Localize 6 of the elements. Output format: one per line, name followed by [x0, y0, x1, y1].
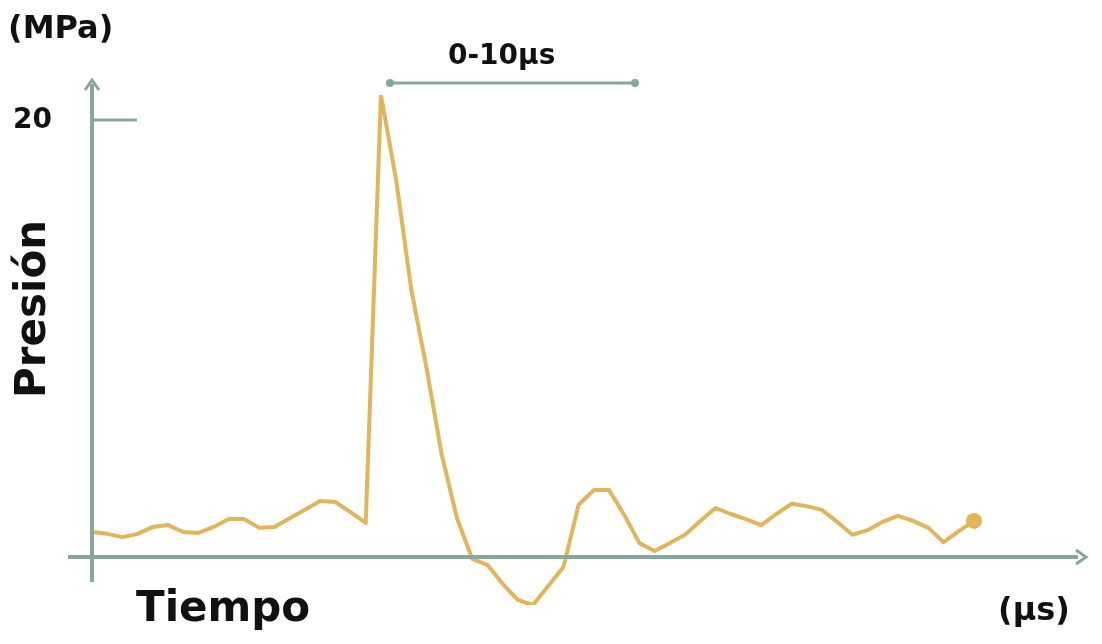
x-axis-title: Tiempo: [136, 582, 311, 631]
text: (MPa): [8, 8, 114, 46]
text: (µs): [998, 590, 1070, 628]
text: 20: [13, 102, 52, 135]
text: 0-10µs: [448, 38, 556, 71]
y-axis-title: Presión: [5, 219, 56, 398]
